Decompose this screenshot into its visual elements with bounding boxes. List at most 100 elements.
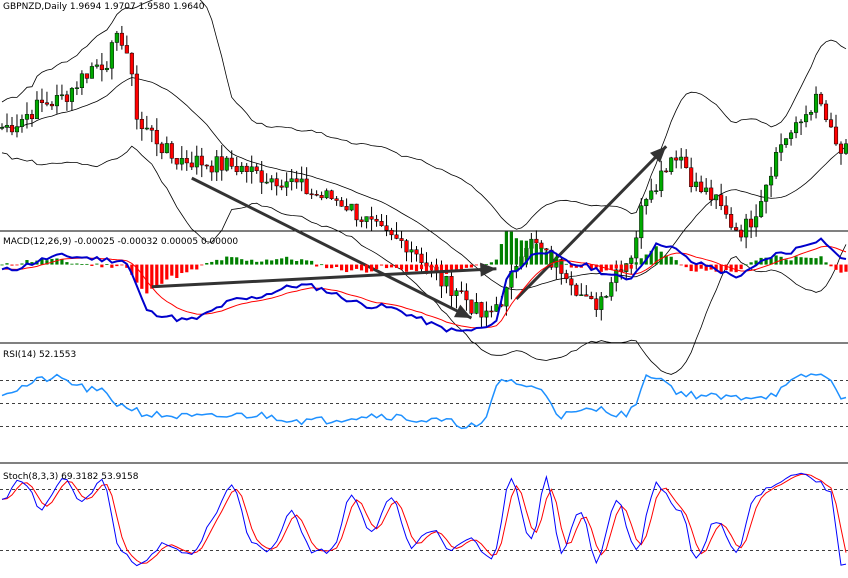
macd-histogram-bar [344, 264, 349, 273]
candle-bear [594, 298, 599, 310]
macd-histogram-bar [804, 257, 808, 265]
candle-bull [704, 187, 709, 193]
macd-histogram-bar [180, 264, 184, 274]
candle-bull [409, 249, 414, 253]
candle-bear [828, 119, 834, 128]
candle-bear [44, 102, 49, 105]
candle-bear [9, 125, 15, 133]
candle-bear [709, 187, 714, 201]
candle-bear [229, 157, 234, 167]
bollinger-middle-band [1, 77, 847, 291]
candle-bull [4, 125, 10, 128]
candle-bull [599, 296, 604, 310]
candle-bull [784, 138, 789, 145]
macd-histogram-bar [539, 247, 543, 265]
macd-histogram-bar [80, 264, 84, 265]
candle-bear [124, 45, 129, 54]
candle-bull [74, 87, 79, 90]
candle-bear [39, 99, 45, 103]
macd-histogram-bar [609, 264, 613, 270]
candle-bear [149, 127, 154, 131]
macd-histogram-bar [205, 262, 209, 265]
macd-histogram-bar [704, 264, 708, 271]
macd-histogram-bar [290, 259, 294, 265]
candle-bear [359, 219, 364, 222]
macd-histogram-bar [624, 264, 628, 271]
macd-histogram-bar [220, 260, 224, 265]
macd-histogram-bar [679, 264, 683, 266]
candle-bull [649, 190, 654, 200]
candle-bear [64, 94, 69, 102]
macd-histogram-bar [285, 256, 289, 265]
macd-histogram-bar [215, 259, 219, 265]
candle-bull [843, 143, 848, 154]
candle-bull [789, 132, 794, 139]
macd-histogram-bar [529, 240, 533, 265]
candle-bear [464, 290, 469, 301]
candle-bull [19, 119, 25, 127]
macd-histogram-bar [569, 264, 573, 268]
macd-histogram-bar [664, 255, 668, 265]
candle-bull [694, 181, 699, 188]
macd-histogram-bar [494, 259, 499, 265]
candle-bull [144, 127, 149, 130]
macd-histogram-bar [250, 259, 254, 265]
candle-bull [803, 114, 809, 123]
candle-bull [109, 42, 114, 69]
candle-bull [629, 257, 634, 264]
macd-histogram-bar [629, 264, 633, 269]
candle-bull [14, 126, 20, 133]
candle-bear [823, 103, 829, 120]
macd-histogram-bar [404, 264, 409, 272]
macd-histogram-bar [769, 258, 773, 265]
candle-bear [184, 158, 189, 164]
macd-histogram-bar [459, 264, 464, 270]
macd-main-line [1, 237, 847, 333]
macd-histogram-bar [604, 264, 608, 271]
candle-bull [249, 166, 254, 172]
macd-histogram-bar [60, 258, 64, 265]
macd-histogram-bar [674, 260, 678, 265]
macd-histogram-bar [75, 263, 79, 265]
rsi-pane [0, 373, 848, 430]
macd-histogram-bar [429, 264, 434, 271]
macd-histogram-bar [634, 262, 638, 265]
candle-bear [279, 185, 284, 188]
candle-bull [799, 121, 804, 124]
candle-bear [674, 157, 679, 161]
macd-histogram-bar [684, 264, 688, 268]
macd-histogram-bar [140, 264, 144, 289]
macd-histogram-bar [559, 261, 563, 265]
candle-bear [749, 218, 754, 228]
candle-bull [239, 165, 244, 172]
macd-histogram-bar [454, 264, 459, 271]
candle-bull [289, 178, 294, 183]
candle-bear [304, 178, 309, 195]
macd-histogram-bar [669, 256, 673, 265]
macd-histogram-bar [504, 231, 509, 265]
candle-bear [334, 198, 339, 201]
candle-bear [259, 170, 264, 183]
macd-histogram-bar [335, 264, 339, 267]
macd-histogram-bar [15, 264, 19, 266]
macd-histogram-bar [230, 257, 234, 265]
macd-header-label: MACD(12,26,9) -0.00025 -0.00032 0.00005 … [3, 237, 238, 247]
macd-histogram-bar [339, 264, 344, 271]
macd-histogram-bar [654, 246, 658, 265]
stochastic-k-line [1, 472, 847, 567]
stochastic-header-label: Stoch(8,3,3) 69.3182 53.9158 [3, 472, 139, 482]
macd-histogram-bar [200, 264, 204, 266]
price-trend-arrow-2 [515, 145, 668, 301]
macd-histogram-bar [469, 264, 474, 268]
macd-signal-line [1, 245, 847, 329]
candle-bull [284, 181, 289, 188]
candle-bull [639, 205, 644, 239]
stochastic-pane [0, 472, 848, 567]
macd-histogram-bar [245, 260, 249, 265]
macd-histogram-bar [424, 264, 429, 274]
macd-histogram-bar [125, 264, 129, 268]
macd-histogram-bar [714, 264, 718, 272]
candle-bull [114, 32, 119, 43]
candle-bull [444, 276, 449, 287]
candle-bear [309, 193, 314, 196]
